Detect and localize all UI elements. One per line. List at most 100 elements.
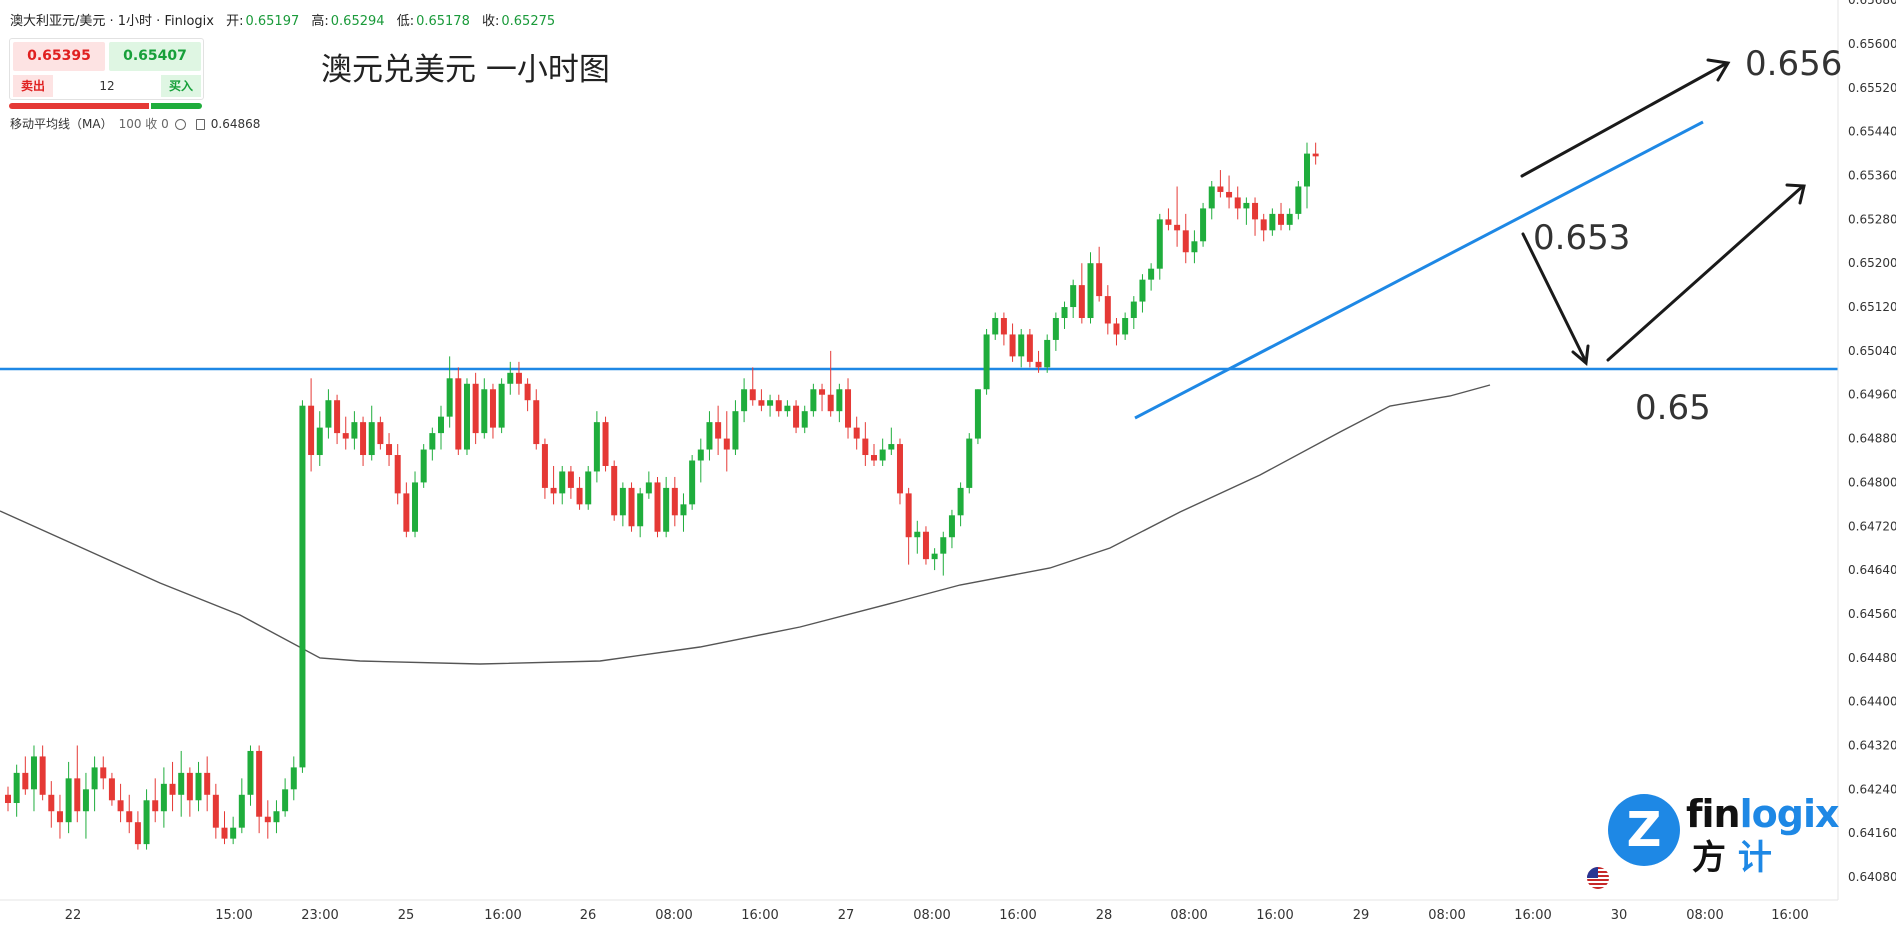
candle xyxy=(680,493,687,532)
candle-body xyxy=(299,405,306,768)
candle-body xyxy=(689,460,696,505)
candle xyxy=(1148,263,1155,291)
annotation-support-level: 0.65 xyxy=(1635,388,1711,428)
candle xyxy=(290,756,297,801)
candle-body xyxy=(481,389,488,434)
y-tick-label: 0.65360 xyxy=(1848,169,1896,183)
candle xyxy=(1286,208,1293,231)
arrow-up-target-head xyxy=(1706,58,1731,82)
candle xyxy=(1217,170,1224,198)
candle-body xyxy=(489,389,496,428)
moving-average-layer xyxy=(0,384,1491,665)
candle-body xyxy=(455,378,462,450)
candle xyxy=(1312,142,1319,165)
y-tick-label: 0.64320 xyxy=(1848,738,1896,752)
y-tick-label: 0.64560 xyxy=(1848,607,1896,621)
candle-body xyxy=(1044,339,1051,368)
indicator-value: 0.64868 xyxy=(210,117,261,131)
candle xyxy=(368,405,375,461)
candle-body xyxy=(308,405,315,456)
candle xyxy=(515,361,522,395)
candle-body xyxy=(853,427,860,439)
close-label: 收: xyxy=(481,14,500,29)
candle xyxy=(1009,323,1016,362)
logo-chinese: 方 计 xyxy=(1692,838,1772,878)
settings-icon[interactable] xyxy=(174,119,186,130)
candle-body xyxy=(801,411,808,428)
candle-body xyxy=(65,778,72,823)
candle xyxy=(992,312,999,340)
sell-button[interactable]: 卖出 xyxy=(13,75,53,97)
candle xyxy=(1208,181,1215,220)
candle xyxy=(100,756,107,790)
candle xyxy=(472,372,479,445)
candle xyxy=(619,482,626,527)
candle xyxy=(143,789,150,850)
trash-icon[interactable] xyxy=(195,119,205,130)
candle xyxy=(1226,175,1233,209)
candle xyxy=(567,465,574,499)
candle xyxy=(862,422,869,466)
candle-body xyxy=(567,471,574,488)
candle-body xyxy=(922,531,929,560)
candle-body xyxy=(983,334,990,390)
candle xyxy=(827,350,834,417)
candle xyxy=(282,778,289,817)
y-tick-label: 0.65680 xyxy=(1848,0,1896,7)
candle xyxy=(308,378,315,472)
y-tick-label: 0.65040 xyxy=(1848,344,1896,358)
candle xyxy=(65,761,72,834)
candle xyxy=(1174,186,1181,247)
candle-body xyxy=(896,444,903,494)
quantity-input[interactable]: 12 xyxy=(99,79,115,93)
candle xyxy=(429,427,436,461)
candle xyxy=(1018,328,1025,368)
logo-z-icon: Z xyxy=(1608,794,1680,866)
x-tick-label: 08:00 xyxy=(1428,908,1465,923)
candle-body xyxy=(195,772,202,801)
candle-body xyxy=(715,422,722,439)
candle-body xyxy=(48,794,55,812)
candle xyxy=(169,761,176,812)
candle-body xyxy=(282,789,289,812)
candle xyxy=(784,400,791,417)
candle xyxy=(706,411,713,461)
candle xyxy=(671,476,678,527)
candle-body xyxy=(602,422,609,466)
candle xyxy=(896,438,903,505)
candle-body xyxy=(1243,202,1250,209)
candle-body xyxy=(931,553,938,560)
candle xyxy=(498,378,505,434)
candle-body xyxy=(1200,208,1207,242)
candle xyxy=(853,416,860,450)
candle-body xyxy=(533,400,540,445)
arrow-down-support-head xyxy=(1571,344,1590,366)
candle-body xyxy=(438,416,444,434)
candle-body xyxy=(948,515,955,538)
y-tick-label: 0.64640 xyxy=(1848,563,1896,577)
candle-body xyxy=(793,405,800,428)
candle xyxy=(888,427,895,456)
candle-body xyxy=(741,389,748,412)
candle xyxy=(879,438,886,466)
candle xyxy=(1269,208,1276,236)
candle-body xyxy=(1269,213,1276,231)
candle-body xyxy=(100,767,107,779)
candle-body xyxy=(204,772,211,795)
candle xyxy=(801,405,808,434)
candle-body xyxy=(559,471,566,494)
candle-body xyxy=(160,783,167,812)
candle xyxy=(983,328,990,395)
indicator-params: 100 收 0 xyxy=(118,117,169,131)
buy-price-button[interactable]: 0.65407 xyxy=(109,42,201,71)
x-tick-label: 16:00 xyxy=(1256,908,1293,923)
candle-body xyxy=(819,389,826,395)
sell-price-button[interactable]: 0.65395 xyxy=(13,42,105,71)
candle xyxy=(1035,350,1042,373)
annotation-arrows xyxy=(1520,58,1806,366)
buy-button[interactable]: 买入 xyxy=(161,75,201,97)
candle xyxy=(1061,301,1068,329)
candle xyxy=(741,378,748,423)
candle xyxy=(22,756,29,795)
candle-body xyxy=(1148,268,1155,280)
